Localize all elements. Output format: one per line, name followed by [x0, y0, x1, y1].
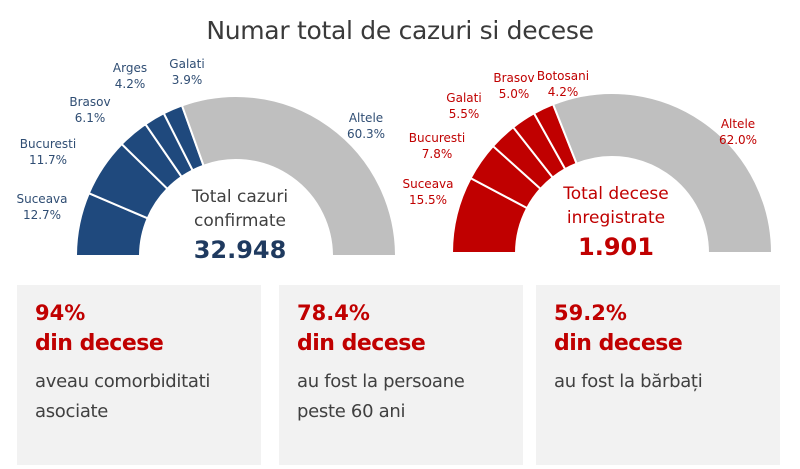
slice-altele — [180, 95, 398, 257]
center-label-2: inregistrate — [567, 208, 665, 228]
stat-description: aveau comorbiditati asociate — [35, 367, 243, 427]
chart-title: Numar total de cazuri si decese — [206, 16, 594, 45]
stat-percent: 94% — [35, 301, 86, 325]
stat-subtitle: din decese — [297, 331, 426, 356]
slice-label-name: Galati — [446, 91, 481, 105]
slice-label-value: 5.0% — [499, 87, 530, 101]
slice-label-name: Altele — [349, 111, 383, 125]
stat-box-men: 59.2% din decese au fost la bărbați — [536, 285, 780, 465]
slice-label-name: Arges — [113, 61, 147, 75]
slice-label-name: Bucuresti — [20, 137, 76, 151]
slice-label-name: Suceava — [402, 177, 453, 191]
slice-label-value: 12.7% — [23, 208, 61, 222]
deaths-half-donut: Suceava 15.5% Bucuresti 7.8% Galati 5.5% Braso… — [402, 69, 774, 261]
slice-label-value: 7.8% — [422, 147, 453, 161]
slice-label-value: 3.9% — [172, 73, 203, 87]
center-value: 32.948 — [194, 236, 287, 264]
slice-label-value: 11.7% — [29, 153, 67, 167]
cases-half-donut: Suceava 12.7% Bucuresti 11.7% Brasov 6.1% Arge… — [16, 57, 398, 264]
half-donut-charts: Suceava 12.7% Bucuresti 11.7% Brasov 6.1% Arge… — [16, 57, 774, 264]
stat-subtitle: din decese — [554, 331, 683, 356]
stat-subtitle: din decese — [35, 331, 164, 356]
stat-percent: 59.2% — [554, 301, 627, 325]
slice-label-value: 62.0% — [719, 133, 757, 147]
slice-label-name: Brasov — [69, 95, 110, 109]
slice-label-name: Botosani — [537, 69, 589, 83]
stat-box-over-60: 78.4% din decese au fost la persoane pes… — [279, 285, 523, 465]
slice-label-name: Bucuresti — [409, 131, 465, 145]
stat-description-line: aveau comorbiditati — [35, 371, 211, 392]
center-value: 1.901 — [578, 233, 654, 261]
stat-description: au fost la persoane peste 60 ani — [297, 367, 505, 427]
slice-label-value: 60.3% — [347, 127, 385, 141]
stat-description: au fost la bărbați — [554, 367, 762, 397]
slice-label-value: 4.2% — [548, 85, 579, 99]
stat-description-line: asociate — [35, 401, 109, 422]
stat-description-line: au fost la persoane — [297, 371, 465, 392]
slice-label-name: Altele — [721, 117, 755, 131]
slice-label-value: 6.1% — [75, 111, 106, 125]
slice-altele — [551, 92, 774, 254]
stat-description-line: au fost la bărbați — [554, 371, 703, 392]
slice-label-name: Galati — [169, 57, 204, 71]
slice-label-value: 15.5% — [409, 193, 447, 207]
slice-label-value: 5.5% — [449, 107, 480, 121]
center-label: Total cazuri — [191, 187, 288, 207]
slice-label-value: 4.2% — [115, 77, 146, 91]
stat-description-line: peste 60 ani — [297, 401, 406, 422]
slice-label-name: Suceava — [16, 192, 67, 206]
center-label: Total decese — [562, 184, 668, 204]
stat-box-comorbidities: 94% din decese aveau comorbiditati asoci… — [17, 285, 261, 465]
center-label-2: confirmate — [194, 211, 286, 231]
stat-percent: 78.4% — [297, 301, 370, 325]
slice-label-name: Brasov — [493, 71, 534, 85]
